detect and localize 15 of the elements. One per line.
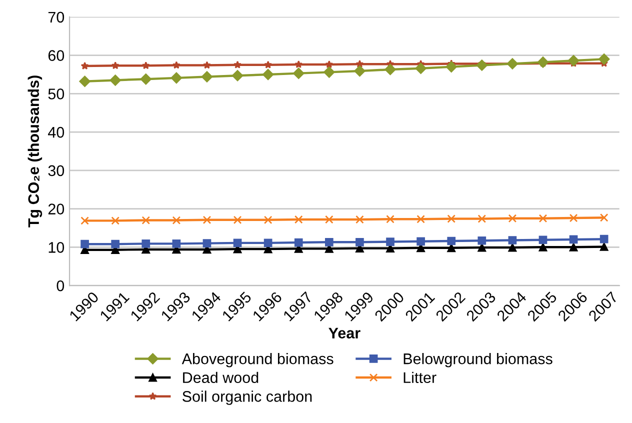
legend-label: Aboveground biomass xyxy=(182,352,334,368)
legend-label: Litter xyxy=(404,372,436,384)
y-tick-label: 70 xyxy=(48,12,64,23)
legend-label: Belowground biomass xyxy=(404,352,552,368)
y-tick-label: 10 xyxy=(48,242,64,253)
y-tick-label: 60 xyxy=(48,50,64,61)
y-axis-title: Tg CO₂e (thousands) xyxy=(28,76,42,228)
y-tick-label: 30 xyxy=(48,165,64,176)
y-tick-label: 20 xyxy=(48,204,64,214)
y-tick-label: 0 xyxy=(56,280,64,292)
y-tick-label: 50 xyxy=(48,88,64,100)
x-axis-title: Year xyxy=(328,328,360,338)
legend-label: Dead wood xyxy=(183,372,258,384)
legend-label: Soil organic carbon xyxy=(182,390,312,405)
y-tick-label: 40 xyxy=(48,126,64,138)
